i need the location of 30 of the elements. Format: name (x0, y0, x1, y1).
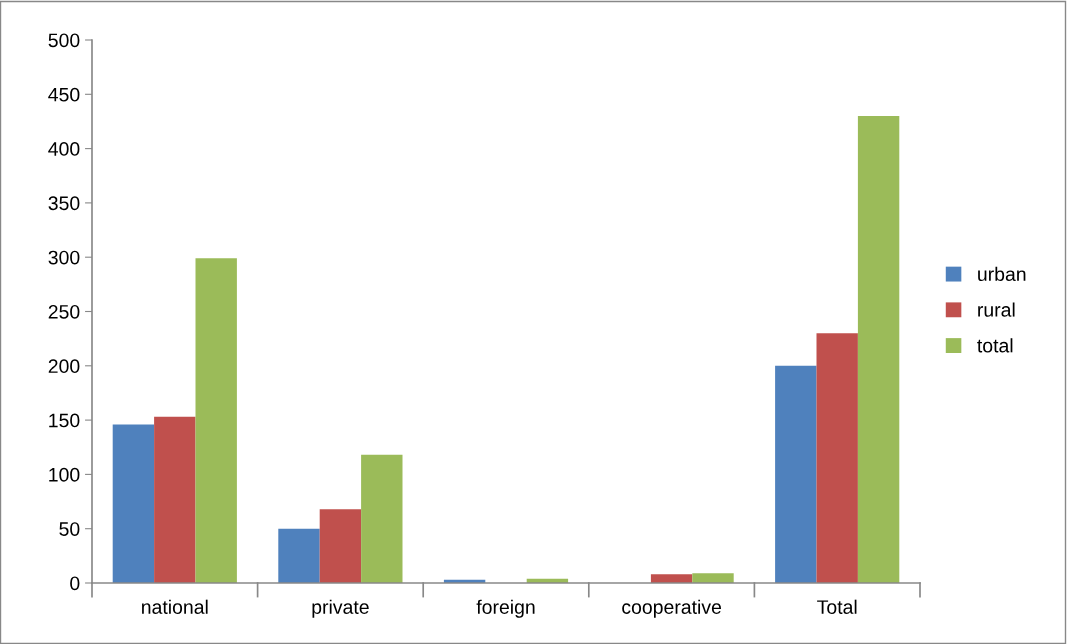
x-tick-label: Total (817, 599, 857, 614)
y-tick-label: 50 (59, 522, 80, 536)
bar (650, 574, 693, 583)
bar (692, 573, 734, 583)
bar (112, 424, 155, 583)
y-tick-label: 300 (48, 250, 80, 265)
bar (154, 416, 196, 583)
x-tick-label: private (312, 599, 369, 618)
y-tick-label: 0 (70, 576, 80, 591)
bar (361, 454, 403, 583)
bar (775, 365, 817, 583)
y-tick-label: 200 (48, 359, 80, 374)
bar (319, 509, 362, 583)
bar (857, 116, 900, 583)
legend-label: urban (978, 266, 1026, 282)
legend-label: rural (978, 302, 1015, 317)
bar (278, 528, 320, 583)
legend-label: total (977, 338, 1013, 353)
bar (195, 258, 237, 583)
y-tick-label: 450 (48, 87, 80, 102)
y-tick-label: 100 (49, 467, 80, 482)
y-tick-label: 350 (48, 196, 80, 211)
x-tick-label: foreign (476, 599, 535, 618)
y-tick-label: 150 (49, 413, 80, 428)
x-tick-label: national (142, 599, 208, 614)
y-tick-label: 250 (48, 304, 80, 319)
x-tick-label: cooperative (622, 599, 721, 618)
y-tick-label: 500 (48, 33, 80, 48)
bar (816, 333, 858, 583)
y-tick-label: 400 (48, 142, 80, 156)
